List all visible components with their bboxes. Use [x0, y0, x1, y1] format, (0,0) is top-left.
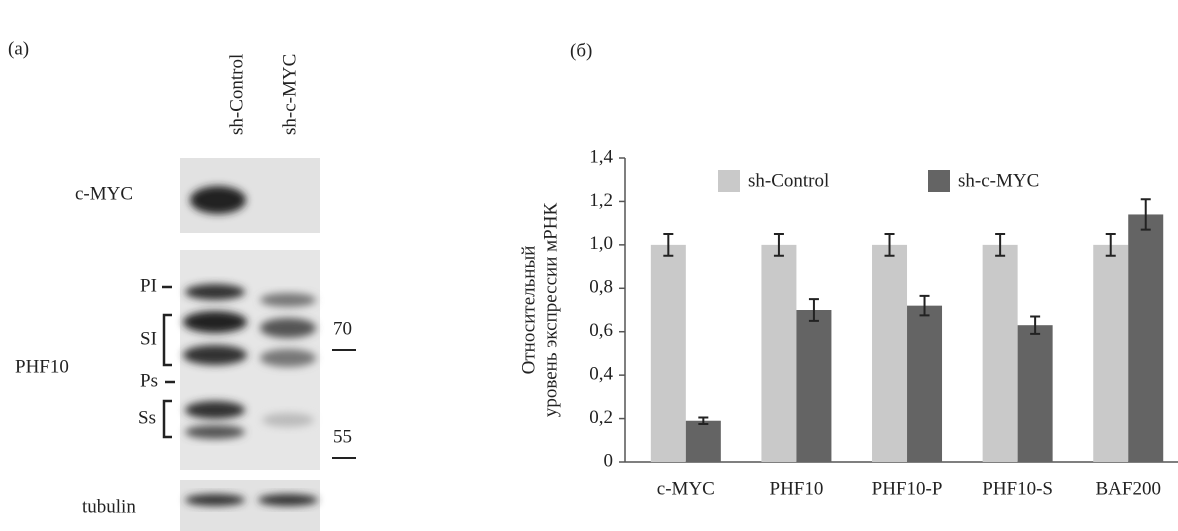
bar	[796, 310, 831, 462]
y-tick-label: 0	[604, 450, 614, 471]
bar	[761, 245, 796, 462]
panel-label: (a)	[8, 38, 29, 59]
bar	[907, 306, 942, 462]
y-axis-label: уровень экспрессии мРНК	[540, 203, 561, 418]
band-label: Ps	[140, 370, 158, 391]
legend-swatch	[928, 170, 950, 192]
y-tick-label: 0,4	[589, 364, 613, 385]
x-tick-label: c-MYC	[657, 478, 715, 499]
band	[183, 345, 247, 365]
band	[183, 311, 247, 333]
legend-swatch	[718, 170, 740, 192]
x-tick-label: PHF10	[770, 478, 824, 499]
band	[262, 413, 314, 427]
band	[260, 293, 316, 307]
legend-label: sh-Control	[748, 170, 829, 191]
band	[260, 349, 316, 367]
panel-label: (б)	[570, 40, 592, 61]
bar	[1128, 214, 1163, 462]
band	[185, 494, 245, 506]
lane-label: sh-Control	[226, 54, 247, 135]
band-label: PI	[140, 275, 157, 296]
bar	[1093, 245, 1128, 462]
row-label: c-MYC	[75, 183, 133, 204]
panel-b: (б) Относительный уровень экспрессии мРН…	[518, 40, 1178, 499]
row-label: tubulin	[82, 496, 136, 517]
bar	[1018, 325, 1053, 462]
band	[185, 284, 245, 300]
y-axis-label: Относительный	[518, 246, 539, 375]
y-tick-label: 1,4	[589, 146, 613, 167]
y-tick-label: 0,6	[589, 320, 613, 341]
panel-a: (a) sh-Control sh-c-MYC c-MYC PHF10 tubu…	[8, 38, 356, 531]
bar	[651, 245, 686, 462]
marker-label: 70	[333, 318, 352, 339]
y-tick-label: 0,8	[589, 277, 613, 298]
marker-label: 55	[333, 426, 352, 447]
band	[260, 318, 316, 338]
band	[185, 425, 245, 439]
band	[185, 401, 245, 419]
bar	[872, 245, 907, 462]
x-tick-label: PHF10-S	[982, 478, 1053, 499]
band	[190, 186, 246, 214]
band	[258, 494, 318, 506]
x-tick-label: BAF200	[1095, 478, 1160, 499]
row-label: PHF10	[15, 356, 69, 377]
lane-label: sh-c-MYC	[279, 54, 300, 135]
bracket	[164, 401, 172, 437]
bar	[983, 245, 1018, 462]
legend-label: sh-c-MYC	[958, 170, 1039, 191]
bracket	[164, 315, 172, 365]
x-tick-label: PHF10-P	[872, 478, 943, 499]
figure: (a) sh-Control sh-c-MYC c-MYC PHF10 tubu…	[0, 0, 1178, 531]
y-tick-label: 0,2	[589, 407, 613, 428]
bar	[686, 421, 721, 462]
y-tick-label: 1,0	[589, 233, 613, 254]
band-label: SI	[140, 328, 157, 349]
y-tick-label: 1,2	[589, 190, 613, 211]
band-label: Ss	[138, 407, 156, 428]
